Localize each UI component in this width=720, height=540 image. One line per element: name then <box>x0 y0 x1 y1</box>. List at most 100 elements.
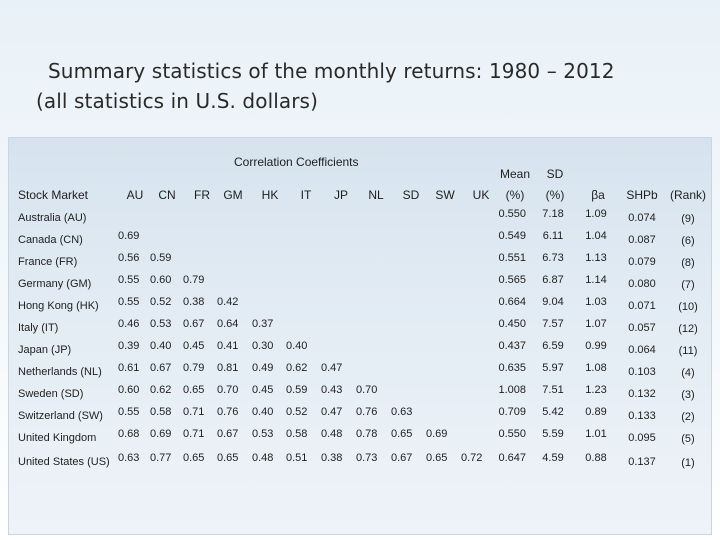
shp-cell: 0.079 <box>628 256 656 268</box>
beta-cell: 0.88 <box>585 452 607 464</box>
row-name: Netherlands (NL) <box>18 366 102 378</box>
sd-cell: 5.42 <box>542 406 564 418</box>
correlation-cell: 0.68 <box>118 428 140 440</box>
correlation-cell: 0.69 <box>150 428 172 440</box>
correlation-cell: 0.30 <box>252 340 274 352</box>
rank-cell: (4) <box>681 367 695 379</box>
correlation-cell: 0.69 <box>118 230 140 242</box>
header-country-jp: JP <box>333 188 348 202</box>
mean-cell: 0.550 <box>498 428 526 440</box>
sd-cell: 4.59 <box>542 452 564 464</box>
row-name: Germany (GM) <box>18 278 92 290</box>
correlation-cell: 0.45 <box>183 340 205 352</box>
row-name: Sweden (SD) <box>18 388 84 400</box>
mean-cell: 0.565 <box>498 274 526 286</box>
correlation-cell: 0.76 <box>356 406 378 418</box>
correlation-cell: 0.62 <box>150 384 172 396</box>
sd-cell: 5.97 <box>542 362 564 374</box>
beta-cell: 1.01 <box>585 428 607 440</box>
correlation-cell: 0.38 <box>321 452 343 464</box>
correlation-cell: 0.40 <box>252 406 274 418</box>
correlation-cell: 0.37 <box>252 318 274 330</box>
rank-cell: (1) <box>681 457 695 469</box>
correlation-cell: 0.38 <box>183 296 205 308</box>
shp-cell: 0.074 <box>628 212 656 224</box>
beta-cell: 1.04 <box>585 230 607 242</box>
correlation-cell: 0.52 <box>150 296 172 308</box>
row-name: France (FR) <box>18 256 78 268</box>
header-sd-unit: (%) <box>545 188 565 202</box>
row-name: Canada (CN) <box>18 234 83 246</box>
header-country-au: AU <box>126 188 144 202</box>
mean-cell: 0.635 <box>498 362 526 374</box>
header-mean: Mean <box>499 167 531 181</box>
beta-cell: 0.89 <box>585 406 607 418</box>
shp-cell: 0.064 <box>628 344 656 356</box>
beta-cell: 0.99 <box>585 340 607 352</box>
correlation-cell: 0.65 <box>217 452 239 464</box>
header-country-cn: CN <box>158 188 176 202</box>
rank-cell: (12) <box>678 323 698 335</box>
title-line-1: Summary statistics of the monthly return… <box>48 59 615 83</box>
mean-cell: 0.437 <box>498 340 526 352</box>
title-line-2: (all statistics in U.S. dollars) <box>36 89 318 113</box>
correlation-cell: 0.77 <box>150 452 172 464</box>
rank-cell: (7) <box>681 279 695 291</box>
correlation-cell: 0.41 <box>217 340 239 352</box>
rank-cell: (11) <box>678 345 698 357</box>
header-country-sd: SD <box>402 188 420 202</box>
sd-cell: 6.87 <box>542 274 564 286</box>
row-name: United States (US) <box>18 456 110 468</box>
header-country-hk: HK <box>261 188 279 202</box>
correlation-cell: 0.70 <box>356 384 378 396</box>
correlation-cell: 0.49 <box>252 362 274 374</box>
header-country-gm: GM <box>223 188 243 202</box>
row-name: Japan (JP) <box>18 344 72 356</box>
correlation-cell: 0.63 <box>391 406 413 418</box>
correlation-cell: 0.65 <box>391 428 413 440</box>
header-country-sw: SW <box>435 188 455 202</box>
sd-cell: 9.04 <box>542 296 564 308</box>
beta-cell: 1.13 <box>585 252 607 264</box>
correlation-cell: 0.55 <box>118 274 140 286</box>
correlation-cell: 0.79 <box>183 362 205 374</box>
sd-cell: 7.57 <box>542 318 564 330</box>
sd-cell: 7.51 <box>542 384 564 396</box>
shp-cell: 0.071 <box>628 300 656 312</box>
beta-cell: 1.14 <box>585 274 607 286</box>
sd-cell: 6.59 <box>542 340 564 352</box>
sd-cell: 5.59 <box>542 428 564 440</box>
correlation-cell: 0.48 <box>321 428 343 440</box>
correlation-cell: 0.59 <box>286 384 308 396</box>
rank-cell: (6) <box>681 235 695 247</box>
correlation-cell: 0.67 <box>391 452 413 464</box>
correlation-cell: 0.55 <box>118 296 140 308</box>
correlation-cell: 0.70 <box>217 384 239 396</box>
correlation-cell: 0.58 <box>150 406 172 418</box>
correlation-cell: 0.79 <box>183 274 205 286</box>
shp-cell: 0.133 <box>628 410 656 422</box>
correlation-cell: 0.63 <box>118 452 140 464</box>
correlation-cell: 0.73 <box>356 452 378 464</box>
rank-cell: (9) <box>681 213 695 225</box>
correlation-cell: 0.46 <box>118 318 140 330</box>
row-name: Hong Kong (HK) <box>18 300 99 312</box>
row-name: Italy (IT) <box>18 322 59 334</box>
correlation-cell: 0.76 <box>217 406 239 418</box>
rank-cell: (3) <box>681 389 695 401</box>
correlation-cell: 0.67 <box>217 428 239 440</box>
correlation-cell: 0.81 <box>217 362 239 374</box>
mean-cell: 0.647 <box>498 452 526 464</box>
correlation-cell: 0.40 <box>150 340 172 352</box>
rank-cell: (8) <box>681 257 695 269</box>
shp-cell: 0.095 <box>628 432 656 444</box>
rank-cell: (5) <box>681 433 695 445</box>
mean-cell: 0.709 <box>498 406 526 418</box>
correlation-cell: 0.43 <box>321 384 343 396</box>
mean-cell: 0.664 <box>498 296 526 308</box>
shp-cell: 0.103 <box>628 366 656 378</box>
correlation-cell: 0.53 <box>252 428 274 440</box>
row-name: United Kingdom <box>18 432 97 444</box>
header-stock-market: Stock Market <box>18 188 89 202</box>
correlation-cell: 0.67 <box>150 362 172 374</box>
